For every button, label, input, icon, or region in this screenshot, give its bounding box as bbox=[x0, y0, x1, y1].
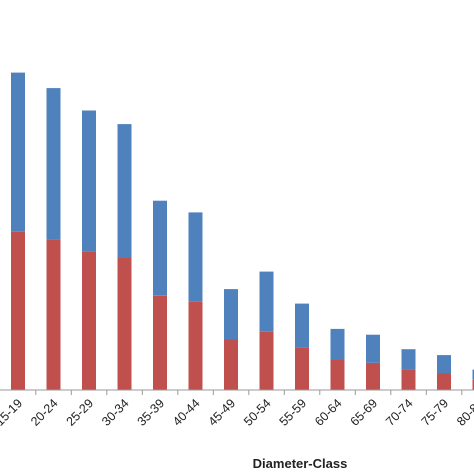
x-tick-label: 80-85 bbox=[454, 396, 474, 429]
bar-series-2-20-24 bbox=[46, 88, 61, 240]
x-tick-label: 55-59 bbox=[277, 396, 310, 429]
bar-series-2-65-69 bbox=[366, 334, 380, 363]
x-axis-ticks bbox=[35, 390, 463, 395]
bar-series-1-50-54 bbox=[259, 331, 274, 390]
bar-series-2-55-59 bbox=[295, 303, 309, 348]
bar-series-1-40-44 bbox=[188, 301, 203, 390]
bar-series-2-30-34 bbox=[117, 124, 132, 258]
bar-series-1-70-74 bbox=[401, 369, 416, 390]
bar-series-1-35-39 bbox=[153, 295, 167, 390]
x-tick-label: 20-24 bbox=[28, 396, 61, 429]
x-tick-label: 15-19 bbox=[0, 396, 25, 429]
bar-series-2-60-64 bbox=[330, 328, 345, 360]
bar-series-1-15-19 bbox=[11, 231, 25, 390]
bar-series-1-25-29 bbox=[82, 251, 96, 390]
x-tick-label: 45-49 bbox=[206, 396, 239, 429]
x-tick-label: 30-34 bbox=[99, 396, 132, 429]
x-axis-title: Diameter-Class bbox=[253, 456, 348, 471]
bar-series-1-20-24 bbox=[46, 239, 61, 390]
x-tick-label: 35-39 bbox=[135, 396, 168, 429]
x-tick-label: 65-69 bbox=[348, 396, 381, 429]
bar-series-2-75-79 bbox=[437, 355, 451, 374]
bar-series-1-45-49 bbox=[224, 339, 238, 390]
bar-series-1-60-64 bbox=[330, 359, 345, 390]
x-tick-label: 25-29 bbox=[64, 396, 97, 429]
bar-series-2-50-54 bbox=[259, 271, 274, 332]
bar-series-2-40-44 bbox=[188, 212, 203, 302]
bar-series-2-15-19 bbox=[11, 72, 25, 232]
bar-series-2-45-49 bbox=[224, 289, 238, 340]
x-axis-tick-labels: 15-19 20-24 25-29 30-34 35-39 40-44 45-49 50-54… bbox=[0, 396, 474, 429]
bar-series-2-35-39 bbox=[153, 200, 167, 296]
x-tick-label: 40-44 bbox=[170, 396, 203, 429]
bar-series-2-25-29 bbox=[82, 110, 96, 252]
bar-series-1-80-85 bbox=[472, 379, 474, 390]
bar-series-1-30-34 bbox=[117, 258, 132, 390]
bar-series-2-80-85 bbox=[472, 369, 474, 380]
x-tick-label: 60-64 bbox=[312, 396, 345, 429]
x-tick-label: 50-54 bbox=[241, 396, 274, 429]
bar-series-1-55-59 bbox=[295, 347, 309, 390]
bar-series-2-70-74 bbox=[401, 349, 416, 370]
bar-series-1-75-79 bbox=[437, 373, 451, 390]
bars-layer bbox=[11, 72, 474, 390]
x-tick-label: 75-79 bbox=[419, 396, 452, 429]
bar-series-1-65-69 bbox=[366, 362, 380, 390]
x-tick-label: 70-74 bbox=[383, 396, 416, 429]
